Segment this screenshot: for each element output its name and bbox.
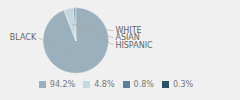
svg-text:HISPANIC: HISPANIC (115, 41, 153, 50)
html-text:4.8%: 4.8% (94, 80, 115, 89)
svg-text:BLACK: BLACK (10, 33, 37, 42)
html-text:94.2%: 94.2% (49, 80, 76, 89)
svg-text:ASIAN: ASIAN (115, 33, 140, 43)
svg-text:WHITE: WHITE (115, 26, 142, 36)
html-text:0.3%: 0.3% (172, 80, 194, 89)
html-text:0.8%: 0.8% (133, 80, 154, 89)
